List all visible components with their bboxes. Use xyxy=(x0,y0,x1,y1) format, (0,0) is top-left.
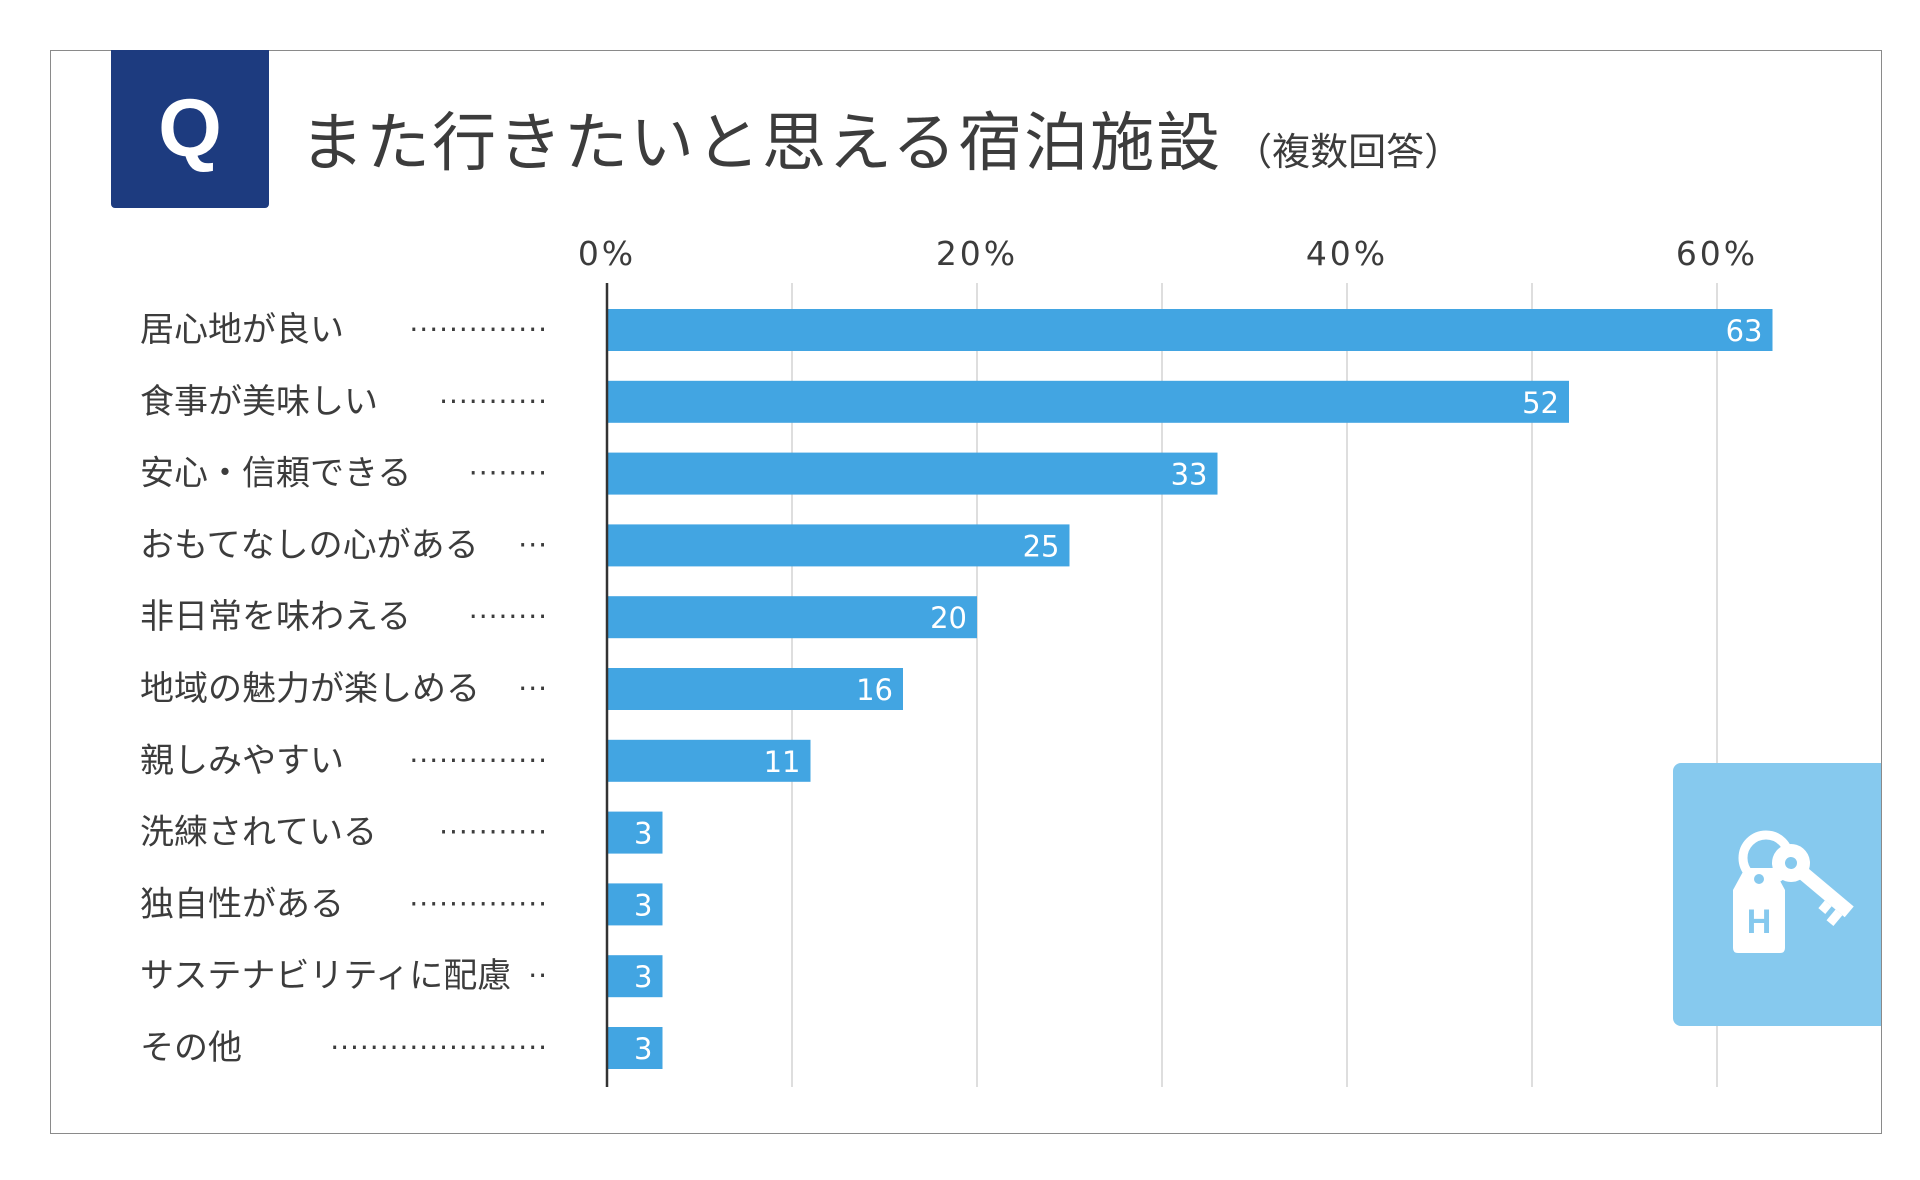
x-tick-label: 0% xyxy=(578,234,636,273)
bar-value-label: 16 xyxy=(856,673,893,707)
x-tick-label: 60% xyxy=(1676,234,1758,273)
category-leader-dots: ··· xyxy=(518,672,548,705)
bar-value-label: 3 xyxy=(634,817,652,851)
category-leader-dots: ·· xyxy=(528,959,548,992)
category-leader-dots: ··· xyxy=(518,528,548,561)
category-leader-dots: ··········· xyxy=(439,385,548,418)
bar xyxy=(607,596,977,639)
bar-value-label: 11 xyxy=(764,745,801,779)
chart-title: また行きたいと思える宿泊施設 （複数回答） xyxy=(300,92,1462,184)
bar xyxy=(607,452,1218,495)
x-tick-label: 40% xyxy=(1306,234,1388,273)
category-leader-dots: ·············· xyxy=(409,887,548,920)
category-leader-dots: ······················ xyxy=(330,1031,548,1064)
category-label: 親しみやすい xyxy=(140,741,344,781)
bar-value-label: 3 xyxy=(634,888,652,922)
category-leader-dots: ·············· xyxy=(409,744,548,777)
bar xyxy=(607,380,1569,423)
category-label: 非日常を味わえる xyxy=(140,597,411,637)
question-badge: Q xyxy=(111,50,269,208)
bar xyxy=(607,309,1773,351)
bar xyxy=(607,524,1070,567)
category-leader-dots: ········ xyxy=(469,600,548,633)
bar-value-label: 63 xyxy=(1726,314,1763,348)
category-label: その他 xyxy=(140,1028,242,1068)
bar xyxy=(607,883,663,926)
category-label: 独自性がある xyxy=(140,884,344,924)
bar xyxy=(607,811,663,854)
bar-value-label: 25 xyxy=(1023,529,1060,563)
bar-value-label: 3 xyxy=(634,960,652,994)
bar xyxy=(607,955,663,998)
chart-title-main: また行きたいと思える宿泊施設 xyxy=(300,107,1223,181)
bar-value-label: 52 xyxy=(1522,386,1559,420)
x-tick-label: 20% xyxy=(936,234,1018,273)
category-leader-dots: ·············· xyxy=(409,313,548,346)
bar xyxy=(607,739,811,782)
bar xyxy=(607,1027,663,1069)
bar xyxy=(607,668,903,710)
category-leader-dots: ········ xyxy=(469,457,548,490)
hotel-key-icon: H xyxy=(1733,830,1854,953)
chart-title-sub: （複数回答） xyxy=(1234,130,1463,174)
hotel-letter: H xyxy=(1747,903,1772,941)
category-label: 安心・信頼できる xyxy=(140,454,411,494)
category-label: 地域の魅力が楽しめる xyxy=(140,669,480,709)
category-label: 居心地が良い xyxy=(140,310,344,350)
category-label: サステナビリティに配慮 xyxy=(140,956,511,996)
category-label: おもてなしの心がある xyxy=(140,525,479,565)
category-leader-dots: ··········· xyxy=(439,816,548,849)
category-label: 食事が美味しい xyxy=(140,382,378,422)
hotel-key-card: H xyxy=(1673,763,1881,1026)
bar-value-label: 20 xyxy=(930,601,967,635)
bar-value-label: 33 xyxy=(1171,458,1208,492)
chart-frame xyxy=(50,50,1882,1134)
bar-value-label: 3 xyxy=(634,1032,652,1066)
category-label: 洗練されている xyxy=(140,813,377,853)
